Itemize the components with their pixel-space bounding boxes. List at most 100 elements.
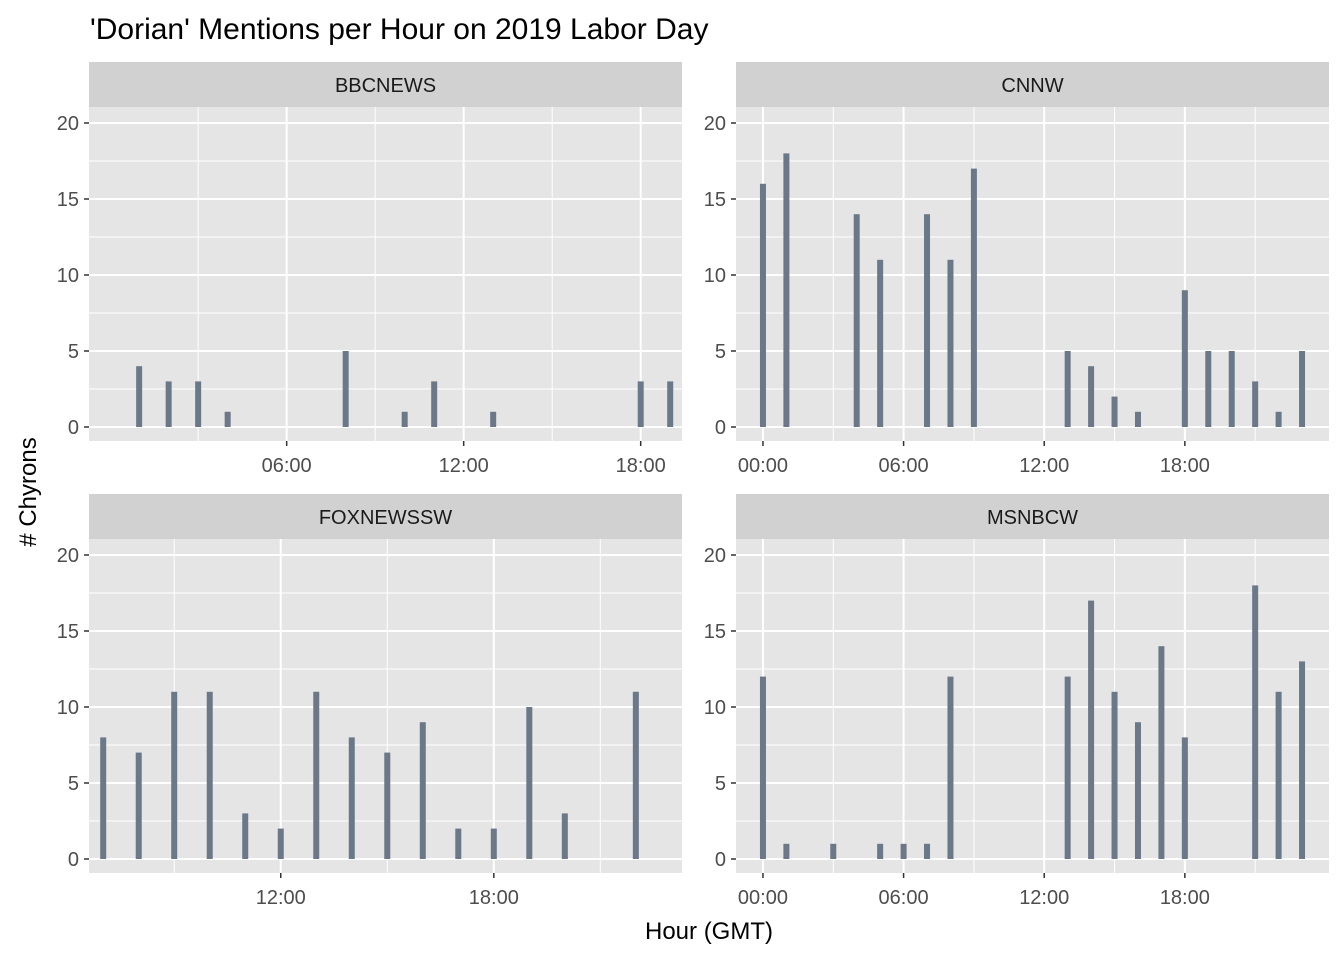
bar — [342, 351, 349, 427]
panel-msnbcw: MSNBCW 0 5 10 15 20 00:00 06:00 12:00 18:00 — [704, 494, 1329, 909]
x-tick-label: 06:00 — [879, 455, 929, 477]
bar — [1228, 351, 1235, 427]
bar — [1275, 691, 1282, 859]
bar — [1252, 381, 1259, 427]
bar — [1088, 366, 1095, 427]
x-tick-label: 18:00 — [1160, 455, 1210, 477]
y-tick-label: 20 — [704, 545, 726, 567]
x-tick-label: 12:00 — [256, 887, 306, 909]
x-tick-label: 12:00 — [439, 455, 489, 477]
y-tick-label: 5 — [715, 341, 726, 363]
y-tick-label: 10 — [57, 265, 79, 287]
bar — [759, 183, 766, 427]
bar — [455, 828, 462, 859]
bar — [1158, 646, 1165, 859]
facet-strip — [736, 494, 1329, 539]
chart-title: 'Dorian' Mentions per Hour on 2019 Labor… — [90, 13, 708, 46]
bar — [947, 259, 954, 427]
bar — [313, 691, 320, 859]
bar — [1299, 661, 1306, 859]
bar — [1064, 676, 1071, 859]
bar — [242, 813, 249, 859]
bar — [135, 752, 142, 859]
x-tick-label: 00:00 — [738, 455, 788, 477]
bar — [1299, 351, 1306, 427]
bar — [171, 691, 178, 859]
y-axis-title: # Chyrons — [15, 437, 42, 546]
bar — [1181, 737, 1188, 859]
y-tick-label: 5 — [715, 773, 726, 795]
x-tick-label: 06:00 — [879, 887, 929, 909]
bar — [1252, 585, 1259, 859]
bar — [490, 828, 497, 859]
panel-bbcnews: BBCNEWS 0 5 10 15 20 06:00 12:00 18:00 — [57, 62, 682, 477]
x-tick-label: 18:00 — [1160, 887, 1210, 909]
bar — [384, 752, 391, 859]
bar — [419, 722, 426, 859]
y-tick-label: 20 — [704, 113, 726, 135]
bar — [924, 214, 931, 427]
bar — [1205, 351, 1212, 427]
bar — [947, 676, 954, 859]
x-tick-label: 00:00 — [738, 887, 788, 909]
y-tick-label: 15 — [57, 621, 79, 643]
x-tick-label: 06:00 — [262, 455, 312, 477]
bar — [526, 707, 533, 859]
y-tick-label: 0 — [68, 417, 79, 439]
y-tick-label: 15 — [57, 189, 79, 211]
facet-strip-label: MSNBCW — [987, 507, 1078, 529]
bar — [900, 843, 907, 859]
bar — [853, 214, 860, 427]
bar — [348, 737, 355, 859]
bar — [490, 411, 497, 427]
panel-cnnw: CNNW 0 5 10 15 20 00:00 06:00 12:00 18:00 — [704, 62, 1329, 477]
y-tick-label: 5 — [68, 341, 79, 363]
bar — [877, 259, 884, 427]
y-tick-label: 10 — [704, 697, 726, 719]
bar — [830, 843, 837, 859]
bar — [136, 366, 143, 427]
y-tick-label: 15 — [704, 621, 726, 643]
x-tick-label: 18:00 — [616, 455, 666, 477]
bar — [783, 843, 790, 859]
bar — [783, 153, 790, 427]
facet-strip-label: CNNW — [1001, 75, 1063, 97]
bar — [1134, 411, 1141, 427]
bar — [1134, 722, 1141, 859]
facet-panels: BBCNEWS 0 5 10 15 20 06:00 12:00 18:00 CNNW 0 5 10 15… — [57, 62, 1329, 909]
y-tick-label: 20 — [57, 113, 79, 135]
bar — [637, 381, 644, 427]
y-tick-label: 15 — [704, 189, 726, 211]
bar — [165, 381, 172, 427]
y-tick-label: 0 — [715, 849, 726, 871]
bar — [1088, 600, 1095, 859]
facet-strip — [89, 494, 682, 539]
x-tick-label: 12:00 — [1019, 887, 1069, 909]
y-tick-label: 0 — [715, 417, 726, 439]
bar — [431, 381, 438, 427]
bar — [667, 381, 674, 427]
bar — [224, 411, 231, 427]
facet-strip — [736, 62, 1329, 107]
bar — [632, 691, 639, 859]
bar — [877, 843, 884, 859]
facet-strip — [89, 62, 682, 107]
bar — [206, 691, 213, 859]
bar — [1275, 411, 1282, 427]
bar — [1111, 691, 1118, 859]
y-tick-label: 5 — [68, 773, 79, 795]
x-axis-title: Hour (GMT) — [645, 918, 773, 945]
bar — [401, 411, 408, 427]
facet-strip-label: BBCNEWS — [335, 75, 436, 97]
bar — [1111, 396, 1118, 427]
y-tick-label: 10 — [704, 265, 726, 287]
bar — [195, 381, 202, 427]
panel-foxnewssw: FOXNEWSSW 0 5 10 15 20 12:00 18:00 — [57, 494, 682, 909]
x-tick-label: 12:00 — [1019, 455, 1069, 477]
y-tick-label: 0 — [68, 849, 79, 871]
facet-strip-label: FOXNEWSSW — [319, 507, 452, 529]
y-tick-label: 10 — [57, 697, 79, 719]
bar — [970, 168, 977, 427]
bar — [1064, 351, 1071, 427]
